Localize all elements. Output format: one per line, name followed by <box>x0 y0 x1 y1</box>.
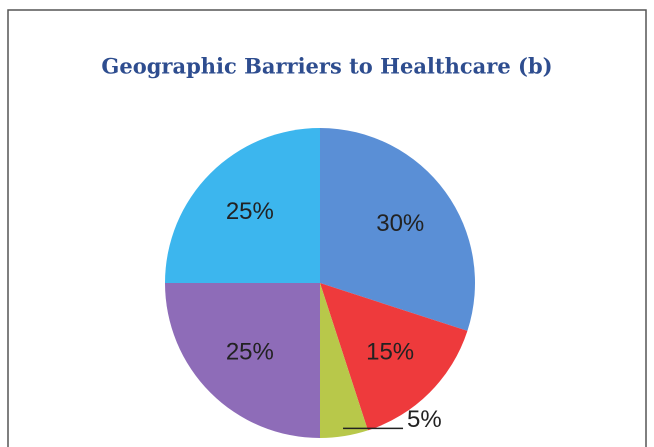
pie-slice <box>165 128 320 283</box>
data-label: 25% <box>226 198 274 225</box>
chart-title: Geographic Barriers to Healthcare (b) <box>101 54 552 79</box>
data-label: 25% <box>226 338 274 365</box>
data-label: 15% <box>366 338 414 365</box>
pie-slice <box>320 283 468 431</box>
data-label: 30% <box>376 210 424 237</box>
pie-slice <box>320 128 476 331</box>
pie-slice <box>320 283 368 438</box>
pie-slice <box>165 283 320 438</box>
data-label: 5% <box>407 406 442 433</box>
